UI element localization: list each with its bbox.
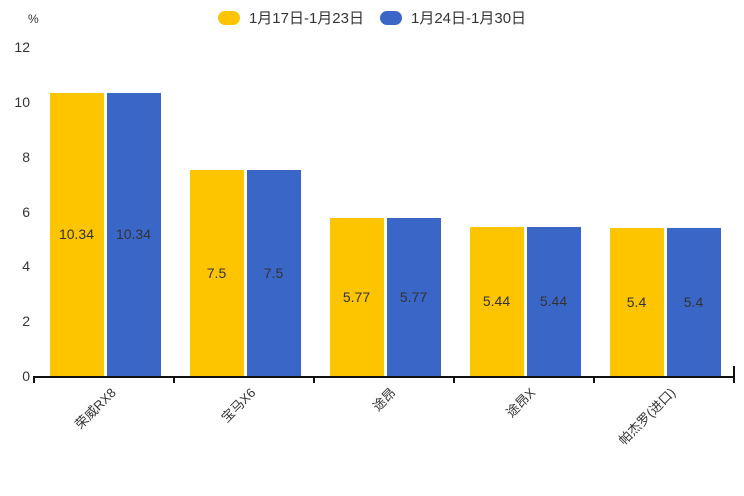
bar-value-label: 5.77 — [342, 288, 371, 305]
axis-end-tick — [733, 366, 735, 376]
bar-series1[interactable]: 5.44 — [469, 226, 524, 376]
bar-value-label: 5.4 — [683, 293, 704, 310]
bar-series1[interactable]: 7.5 — [189, 170, 244, 376]
bar-series1[interactable]: 5.4 — [609, 227, 664, 376]
x-axis-tick — [733, 377, 735, 383]
y-axis-tick-label: 8 — [22, 148, 30, 165]
y-axis-tick-label: 10 — [14, 93, 30, 110]
x-axis-tick — [593, 377, 595, 383]
y-axis-tick-label: 4 — [22, 258, 30, 275]
y-axis-tick-label: 6 — [22, 203, 30, 220]
x-axis-tick — [453, 377, 455, 383]
x-axis-tick — [33, 377, 35, 383]
bar-series2[interactable]: 10.34 — [106, 92, 161, 376]
bar-value-label: 10.34 — [58, 226, 95, 243]
bar-series2[interactable]: 7.5 — [246, 170, 301, 376]
x-axis-tick — [313, 377, 315, 383]
legend-item[interactable]: 1月17日-1月23日 — [217, 9, 364, 27]
legend-item[interactable]: 1月24日-1月30日 — [380, 11, 526, 26]
bar-value-label: 7.5 — [206, 265, 227, 282]
bar-series1[interactable]: 5.77 — [329, 217, 384, 376]
bar-value-label: 5.44 — [482, 293, 511, 310]
legend: 1月17日-1月23日 1月24日-1月30日 — [0, 7, 744, 29]
y-axis-unit-label: % — [28, 12, 39, 26]
y-axis-tick-label: 2 — [22, 313, 30, 330]
bar-series1[interactable]: 10.34 — [49, 92, 104, 376]
legend-label: 1月17日-1月23日 — [248, 9, 364, 27]
bar-value-label: 5.77 — [399, 288, 428, 305]
bar-value-label: 5.4 — [626, 293, 647, 310]
y-axis-tick-label: 12 — [14, 39, 30, 55]
bar-value-label: 7.5 — [263, 265, 284, 282]
legend-swatch-icon — [380, 11, 402, 25]
bar-series2[interactable]: 5.44 — [526, 226, 581, 376]
legend-swatch-icon — [217, 11, 240, 25]
bar-value-label: 10.34 — [115, 226, 152, 243]
bar-series2[interactable]: 5.77 — [386, 217, 441, 376]
bar-value-label: 5.44 — [539, 293, 568, 310]
bar-series2[interactable]: 5.4 — [666, 227, 721, 376]
y-axis-tick-label: 0 — [22, 368, 30, 384]
legend-label: 1月24日-1月30日 — [411, 9, 527, 27]
x-axis-tick — [173, 377, 175, 383]
x-axis-line — [33, 376, 735, 378]
